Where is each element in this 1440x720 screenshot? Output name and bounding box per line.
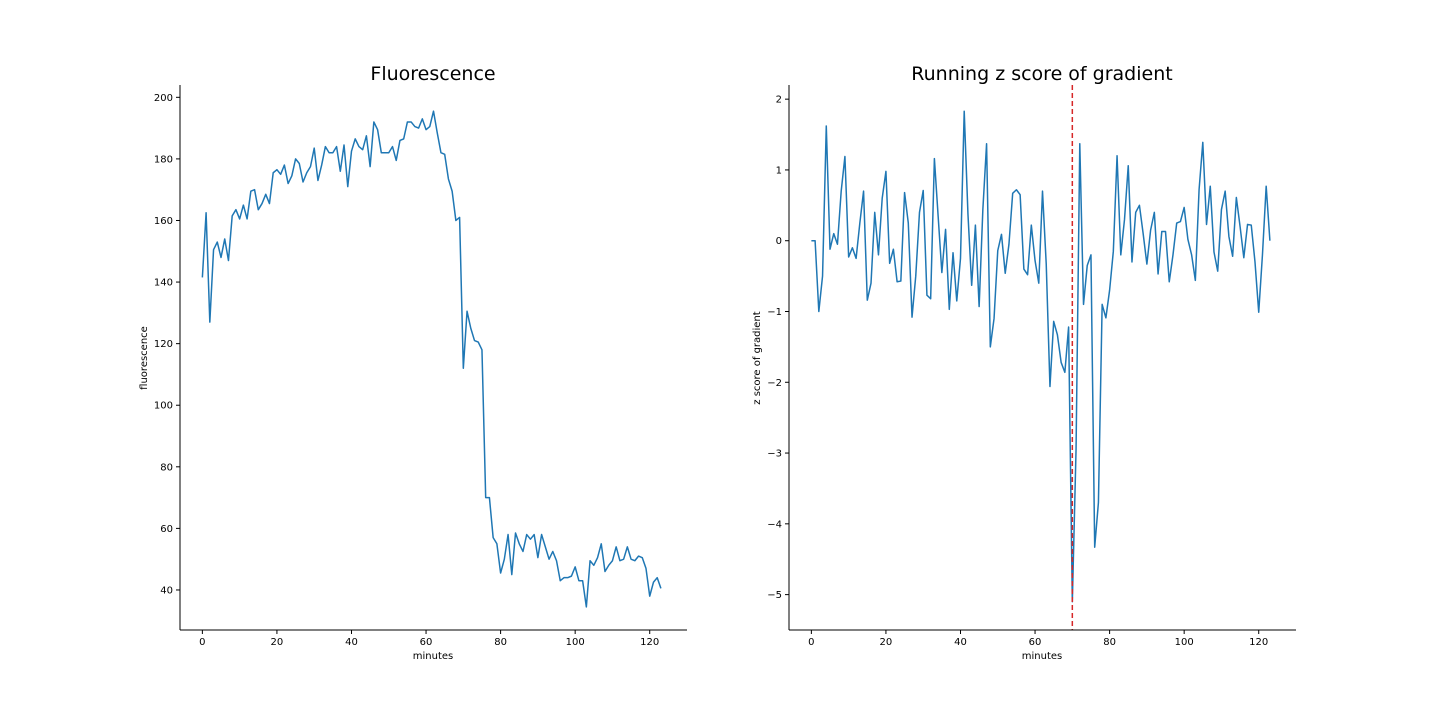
x-axis-label: minutes xyxy=(413,651,453,662)
y-tick-label: 200 xyxy=(154,93,173,104)
y-tick-label: 160 xyxy=(154,216,173,227)
z-score-chart: Running z score of gradient 0 20 40 60 80 100… xyxy=(752,63,1296,662)
x-tick-label: 100 xyxy=(1175,637,1194,648)
y-axis-label: z score of gradient xyxy=(752,311,763,404)
tick-group: 0 20 40 60 80 100 120 −5 −4 −3 −2 −1 0 1 2 xyxy=(767,95,1268,648)
x-tick-label: 20 xyxy=(880,637,893,648)
y-tick-label: 120 xyxy=(154,339,173,350)
x-tick-label: 100 xyxy=(566,637,585,648)
fluorescence-chart: Fluorescence 0 20 40 60 80 100 120 40 60 80 100 120… xyxy=(139,63,687,662)
x-axis-label: minutes xyxy=(1022,651,1062,662)
x-tick-label: 40 xyxy=(345,637,358,648)
y-tick-label: 100 xyxy=(154,401,173,412)
x-tick-label: 60 xyxy=(1029,637,1042,648)
y-tick-label: 1 xyxy=(776,165,782,176)
plot-area xyxy=(201,110,662,608)
x-tick-label: 80 xyxy=(494,637,507,648)
y-tick-label: 0 xyxy=(776,236,782,247)
x-tick-label: 120 xyxy=(640,637,659,648)
y-tick-label: 2 xyxy=(776,95,782,106)
x-tick-label: 20 xyxy=(271,637,284,648)
y-tick-label: 140 xyxy=(154,278,173,289)
y-tick-label: −3 xyxy=(767,449,782,460)
chart-title: Fluorescence xyxy=(370,63,495,85)
y-tick-label: −1 xyxy=(767,307,782,318)
y-tick-label: 80 xyxy=(160,462,173,473)
x-tick-label: 60 xyxy=(420,637,433,648)
y-tick-label: −4 xyxy=(767,519,782,530)
y-tick-label: 40 xyxy=(160,585,173,596)
y-tick-label: 180 xyxy=(154,154,173,165)
y-tick-label: −2 xyxy=(767,378,782,389)
y-axis-label: fluorescence xyxy=(139,326,150,390)
tick-group: 0 20 40 60 80 100 120 40 60 80 100 120 140 160 180 200 xyxy=(154,93,659,648)
series-line xyxy=(201,110,662,608)
x-tick-label: 80 xyxy=(1103,637,1116,648)
axes-spines xyxy=(179,85,687,631)
axes-spines xyxy=(788,85,1296,631)
x-tick-label: 0 xyxy=(808,637,814,648)
x-tick-label: 120 xyxy=(1249,637,1268,648)
x-tick-label: 40 xyxy=(954,637,967,648)
x-tick-label: 0 xyxy=(199,637,205,648)
chart-title: Running z score of gradient xyxy=(911,63,1172,85)
y-tick-label: −5 xyxy=(767,590,782,601)
y-tick-label: 60 xyxy=(160,524,173,535)
series-line xyxy=(811,110,1271,603)
plot-area xyxy=(811,85,1271,630)
